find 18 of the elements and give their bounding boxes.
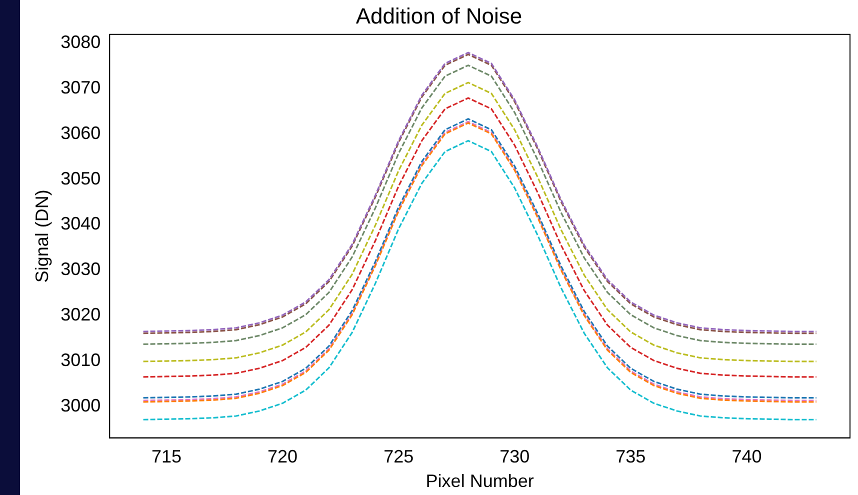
y-tick-label: 3020: [60, 304, 101, 325]
y-axis-title: Signal (DN): [32, 190, 52, 283]
x-tick-label: 720: [268, 446, 298, 467]
x-tick-label: 725: [384, 446, 414, 467]
y-tick-label: 3070: [60, 77, 101, 98]
x-axis-title: Pixel Number: [426, 471, 534, 492]
x-tick-label: 715: [151, 446, 182, 467]
x-tick-label: 740: [732, 446, 762, 467]
y-tick-label: 3040: [60, 214, 101, 234]
x-tick-label: 730: [500, 446, 530, 467]
y-tick-label: 3030: [60, 259, 101, 280]
y-tick-label: 3000: [60, 395, 101, 416]
x-tick-label: 735: [616, 446, 646, 467]
y-tick-label: 3010: [60, 350, 101, 370]
y-tick-label: 3060: [60, 122, 101, 143]
y-tick-label: 3080: [60, 32, 101, 52]
chart-title: Addition of Noise: [356, 3, 522, 28]
y-tick-label: 3050: [60, 168, 101, 188]
